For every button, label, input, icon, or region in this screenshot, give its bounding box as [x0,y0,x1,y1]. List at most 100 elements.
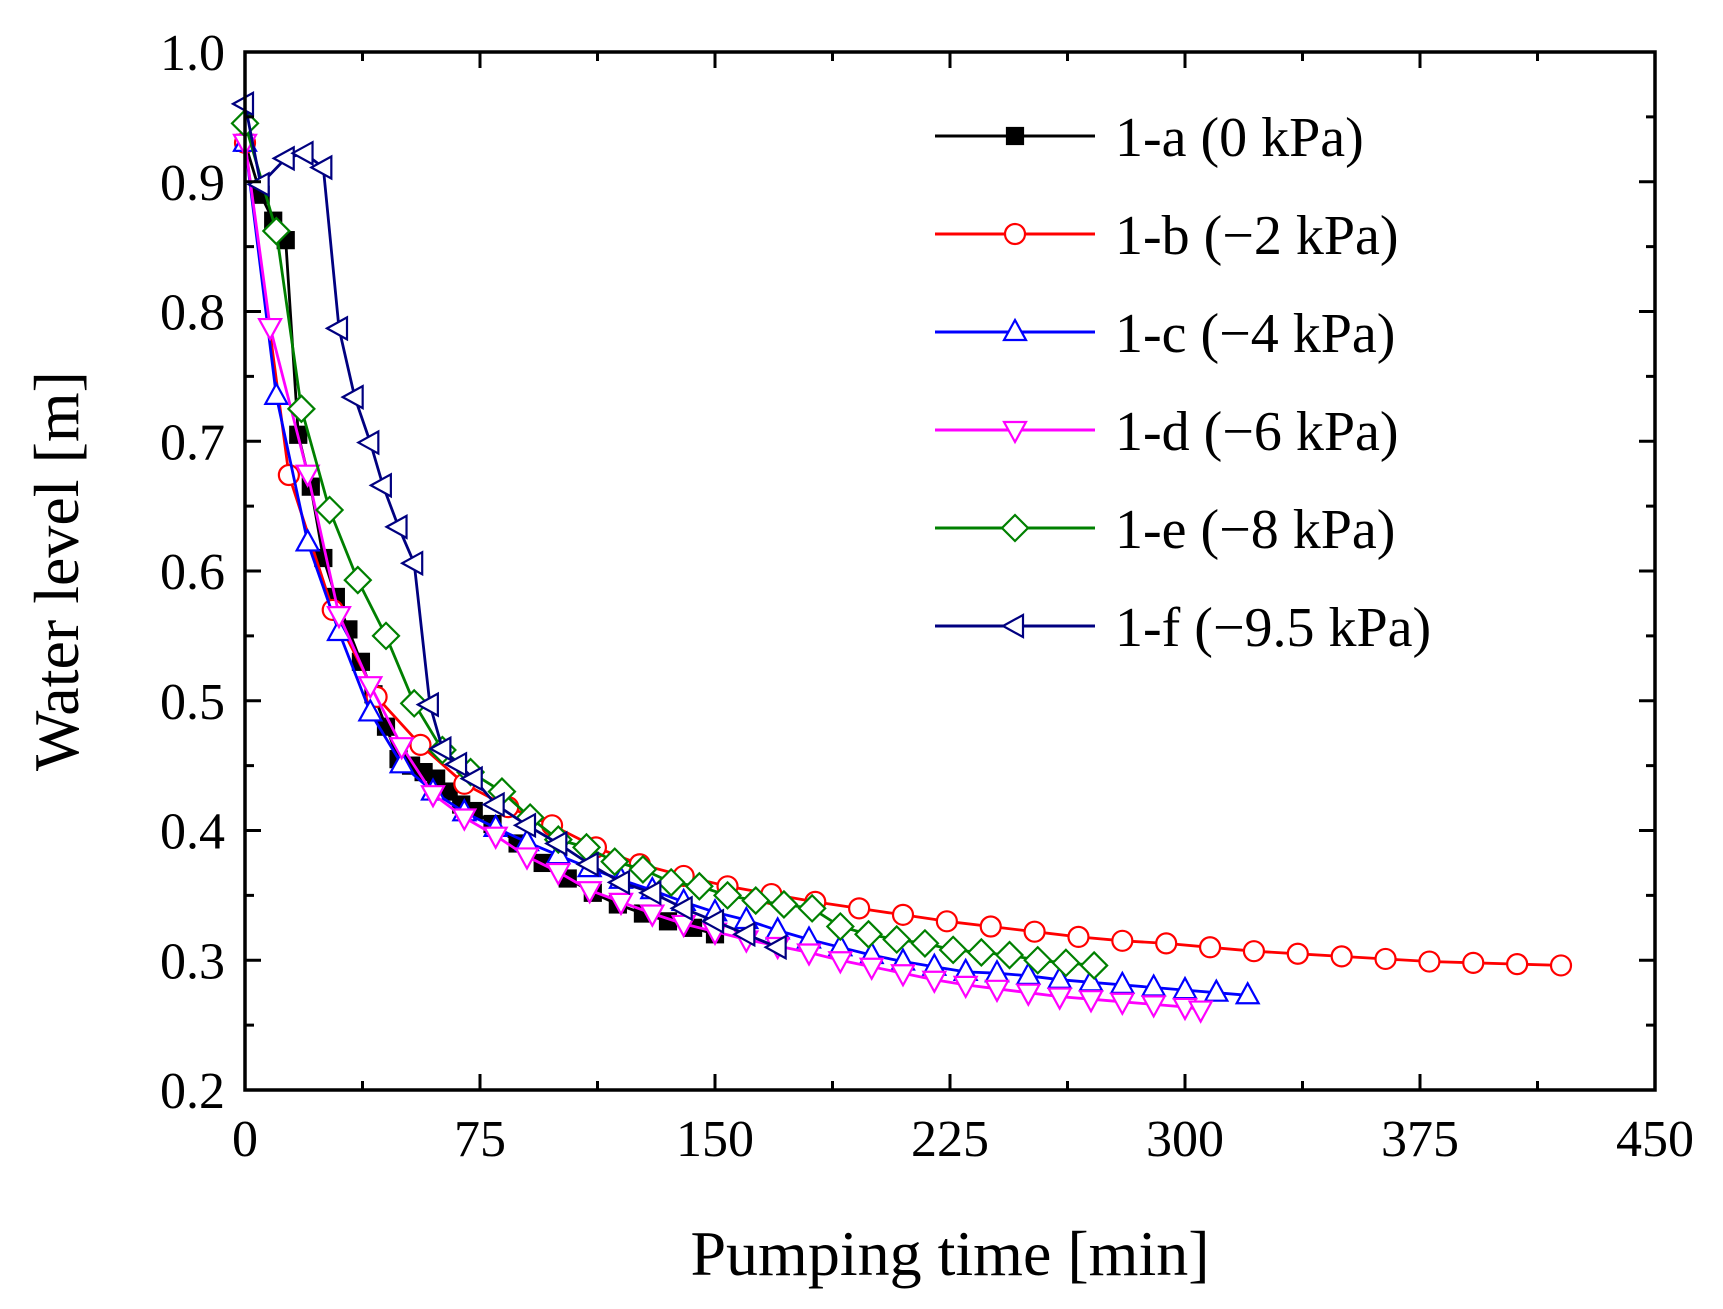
data-point [769,889,799,920]
legend-item: 1-a (0 kPa) [935,107,1364,169]
data-point [1242,940,1266,963]
data-point [763,934,787,961]
x-tick-label: 75 [454,1111,506,1168]
legend: 1-a (0 kPa) 1-b (−2 kPa) 1-c (−4 kPa) 1-d (… [935,107,1431,659]
data-point [399,550,424,577]
y-tick-label: 0.8 [160,285,225,342]
legend-label: 1-f (−9.5 kPa) [1115,597,1431,659]
data-point [952,975,979,1000]
data-point [606,869,631,896]
data-point [1023,945,1053,975]
data-point [326,606,352,630]
legend-item: 1-d (−6 kPa) [935,401,1399,463]
data-point [576,881,603,905]
data-point [343,565,373,595]
data-point [1374,947,1397,971]
data-point [1078,990,1104,1014]
data-point [741,886,771,916]
data-point [545,862,572,887]
data-point [294,528,321,552]
data-point [261,216,291,246]
data-point [712,880,743,910]
data-point [669,895,693,922]
data-point [1079,950,1109,980]
data-point [271,145,295,172]
legend-label: 1-d (−6 kPa) [1115,401,1399,463]
data-point [399,688,429,718]
data-point [910,928,940,958]
data-point [443,751,468,778]
data-point [514,847,540,871]
y-tick-label: 0.3 [160,933,225,990]
data-point [388,750,415,774]
data-point [286,394,316,424]
data-point [294,464,321,488]
data-point [340,384,364,410]
data-point [1203,978,1230,1002]
data-point [428,735,452,762]
data-point [575,851,599,878]
data-point [890,964,916,988]
data-point [935,910,958,933]
data-point [848,897,871,920]
data-point [512,812,537,839]
axis-ticks [243,50,1657,1092]
data-point [357,676,384,700]
legend-label: 1-c (−4 kPa) [1115,303,1395,365]
data-point [263,381,290,405]
data-point [1023,920,1046,943]
data-point [384,514,408,540]
data-point [853,919,884,949]
legend-marker [1000,513,1030,543]
x-tick-label: 450 [1616,1111,1694,1168]
data-point [600,847,630,877]
data-point [994,940,1025,970]
data-point [1549,954,1573,977]
data-point [656,867,686,897]
legend-marker [1005,126,1025,146]
data-point [368,472,392,499]
data-point [324,315,349,342]
data-point [371,621,401,651]
y-tick-label: 0.2 [160,1063,225,1120]
data-point [482,826,509,850]
y-tick-label: 0.9 [160,155,225,212]
data-point [827,951,854,975]
data-point [684,871,714,901]
data-point [1286,942,1309,965]
data-point [356,429,380,456]
data-point [1330,945,1353,968]
data-point [858,957,885,982]
x-tick-label: 375 [1381,1111,1459,1168]
series-6 [230,91,787,961]
y-tick-label: 0.7 [160,414,225,471]
data-point [797,893,827,923]
axis-tick-labels: 0 75 150 225 300 375 450 0.2 0.3 0.4 0.5 0.6 0.7 0.8 0… [160,25,1694,1168]
data-point [230,91,255,117]
y-tick-label: 0.6 [160,544,225,601]
data-point [1067,925,1090,948]
legend-marker [1000,613,1025,639]
data-point [608,892,634,917]
legend-label: 1-e (−8 kPa) [1115,499,1395,561]
legend-item: 1-c (−4 kPa) [935,303,1395,365]
data-point [979,915,1002,938]
legend-item: 1-b (−2 kPa) [935,205,1399,267]
legend-label: 1-b (−2 kPa) [1115,205,1399,267]
data-point [882,924,912,955]
data-point [290,140,314,167]
y-tick-label: 0.5 [160,674,225,731]
data-point [966,937,996,968]
legend-item: 1-e (−8 kPa) [935,499,1395,561]
legend-marker [1003,222,1027,246]
data-point [1109,992,1136,1017]
data-point [1462,951,1485,974]
data-point [1187,1000,1214,1024]
legend-label: 1-a (0 kPa) [1115,107,1364,169]
x-tick-label: 300 [1146,1111,1224,1168]
data-point [257,317,283,342]
data-point [315,495,345,525]
data-point [451,808,478,832]
y-axis-title: Water level [m] [21,371,92,771]
